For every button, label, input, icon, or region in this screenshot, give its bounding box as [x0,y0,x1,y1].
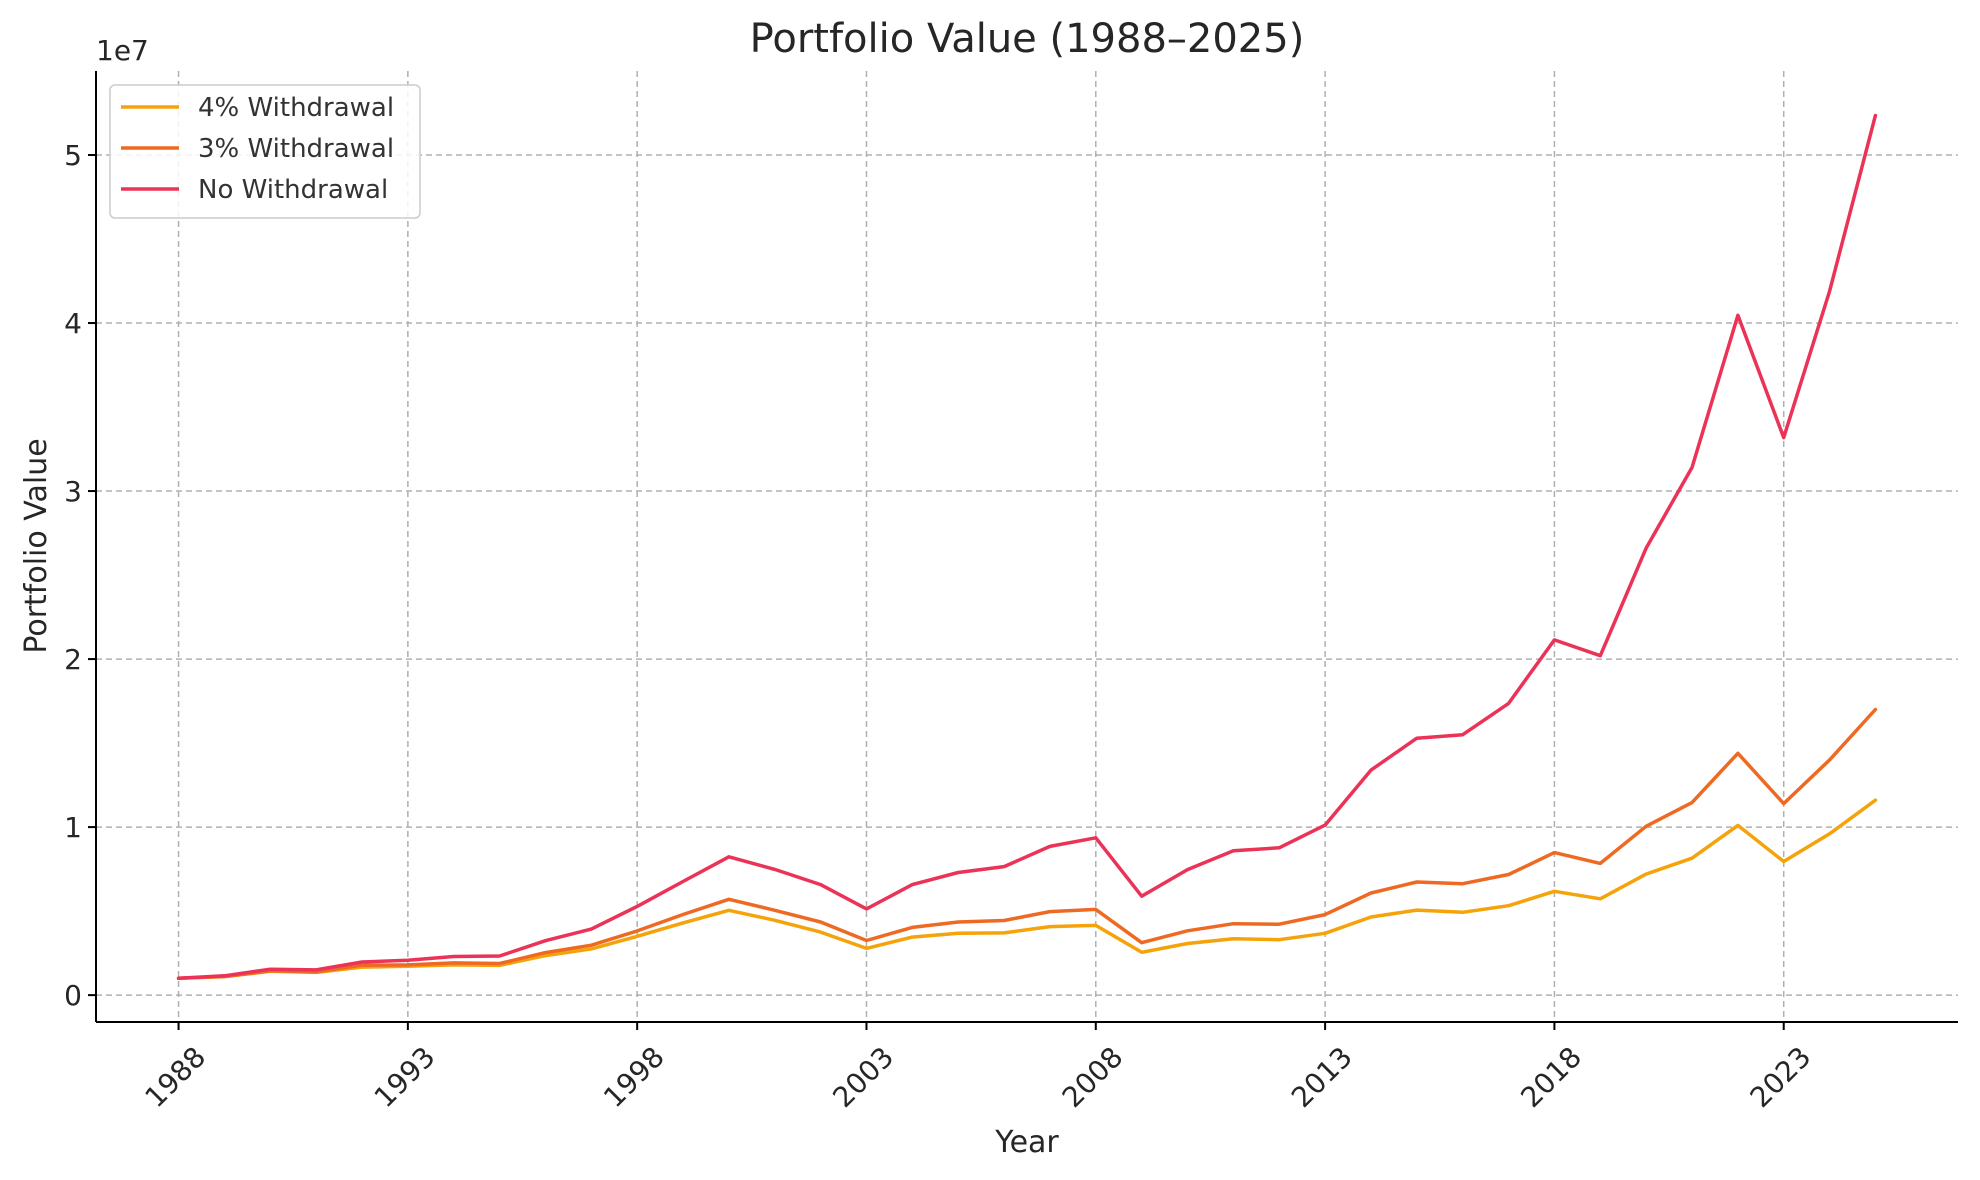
y-tick-label: 0 [64,979,82,1012]
y-axis-label: Portfolio Value [19,438,54,653]
legend-label: No Withdrawal [198,175,388,205]
y-tick-label: 3 [64,475,82,508]
y-tick-label: 2 [64,643,82,676]
y-tick-label: 4 [64,307,82,340]
legend-entries: 4% Withdrawal 3% Withdrawal No Withdrawal [121,93,394,205]
legend-label: 3% Withdrawal [198,134,394,164]
y-tick-label: 5 [64,139,82,172]
axes [95,71,1958,1023]
legend-box [109,84,421,219]
chart-title: Portfolio Value (1988–2025) [750,16,1305,62]
y-ticks: 0 1 2 3 4 5 [64,139,96,1012]
series-line-1 [176,798,1878,981]
y-offset-label: 1e7 [96,34,149,67]
series-line-2 [176,707,1878,981]
legend-label: 4% Withdrawal [198,93,394,123]
y-tick-label: 1 [64,811,82,844]
x-axis-label: Year [994,1125,1059,1160]
series-line-3 [176,113,1878,981]
series-lines [176,113,1878,981]
legend: 4% Withdrawal 3% Withdrawal No Withdrawal [109,84,421,219]
